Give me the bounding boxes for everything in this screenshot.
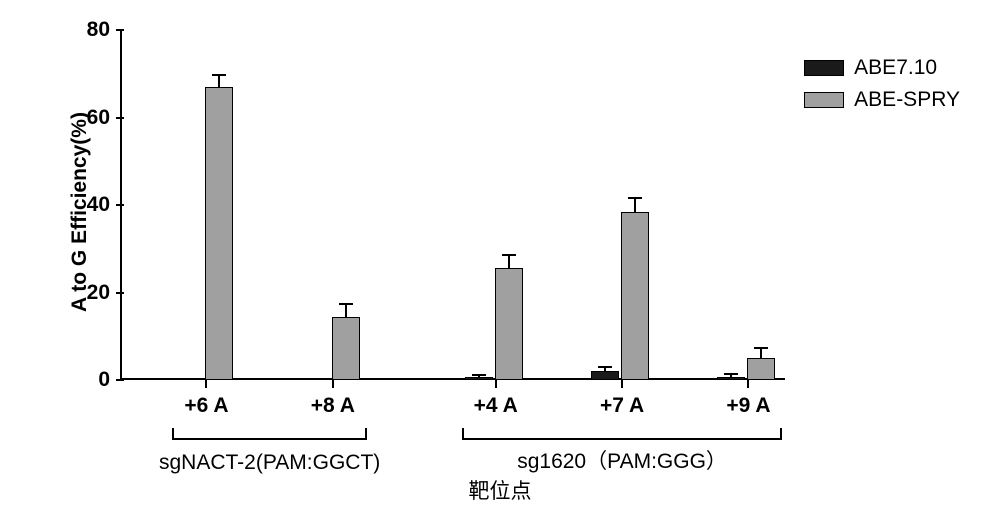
legend-label: ABE7.10 bbox=[854, 56, 937, 80]
y-tick-mark bbox=[116, 379, 124, 381]
y-tick: 60 bbox=[87, 106, 115, 130]
x-tick-mark bbox=[495, 380, 497, 388]
y-tick: 0 bbox=[98, 368, 115, 392]
y-ticks: 020406080 bbox=[80, 30, 115, 380]
x-tick-label: +7 A bbox=[600, 394, 644, 418]
bar-group bbox=[717, 30, 779, 380]
group-label: sg1620（PAM:GGG） bbox=[517, 445, 727, 475]
y-tick-label: 40 bbox=[87, 193, 110, 217]
bar bbox=[205, 87, 233, 380]
bar-group bbox=[591, 30, 653, 380]
error-cap bbox=[472, 374, 486, 376]
legend-item: ABE7.10 bbox=[804, 56, 960, 80]
y-tick-mark bbox=[116, 117, 124, 119]
y-tick-label: 0 bbox=[98, 368, 110, 392]
x-tick-label: +8 A bbox=[311, 394, 355, 418]
error-cap bbox=[724, 373, 738, 375]
x-tick-mark bbox=[332, 380, 334, 388]
error-cap bbox=[754, 347, 768, 349]
bar bbox=[747, 358, 775, 380]
bar bbox=[591, 371, 619, 380]
bar-group bbox=[302, 30, 364, 380]
y-tick-mark bbox=[116, 29, 124, 31]
y-tick: 40 bbox=[87, 193, 115, 217]
y-tick: 80 bbox=[87, 18, 115, 42]
bar-group bbox=[175, 30, 237, 380]
x-tick-label: +9 A bbox=[726, 394, 770, 418]
y-tick-label: 60 bbox=[87, 106, 110, 130]
error-cap bbox=[598, 366, 612, 368]
y-tick-label: 80 bbox=[87, 18, 110, 42]
y-tick-mark bbox=[116, 204, 124, 206]
error-bar bbox=[218, 75, 220, 87]
group-bracket bbox=[172, 428, 366, 440]
error-cap bbox=[212, 74, 226, 76]
legend-label: ABE-SPRY bbox=[854, 88, 960, 112]
chart-container: A to G Efficiency(%) 020406080 +6 A+8 A+… bbox=[60, 20, 990, 440]
bar bbox=[332, 317, 360, 380]
group-label: sgNACT-2(PAM:GGCT) bbox=[159, 451, 380, 475]
error-bar bbox=[345, 304, 347, 316]
x-tick-label: +4 A bbox=[474, 394, 518, 418]
error-bar bbox=[508, 255, 510, 268]
x-tick-mark bbox=[621, 380, 623, 388]
y-tick-label: 20 bbox=[87, 281, 110, 305]
x-tick-mark bbox=[747, 380, 749, 388]
error-cap bbox=[339, 303, 353, 305]
legend: ABE7.10 ABE-SPRY bbox=[804, 56, 960, 120]
legend-item: ABE-SPRY bbox=[804, 88, 960, 112]
bar-group bbox=[465, 30, 527, 380]
legend-swatch-abespry bbox=[804, 92, 844, 108]
bar bbox=[717, 377, 745, 380]
x-tick-mark bbox=[205, 380, 207, 388]
error-cap bbox=[628, 197, 642, 199]
x-tick-label: +6 A bbox=[184, 394, 228, 418]
y-tick-mark bbox=[116, 292, 124, 294]
bar bbox=[465, 377, 493, 380]
error-bar bbox=[634, 198, 636, 211]
plot-area: 020406080 +6 A+8 A+4 A+7 A+9 AsgNACT-2(P… bbox=[120, 30, 785, 380]
legend-swatch-abe710 bbox=[804, 60, 844, 76]
bar bbox=[495, 268, 523, 380]
bar bbox=[621, 212, 649, 380]
x-axis-group-title: 靶位点 bbox=[469, 475, 532, 505]
error-cap bbox=[502, 254, 516, 256]
y-tick: 20 bbox=[87, 281, 115, 305]
group-bracket bbox=[462, 428, 783, 440]
error-bar bbox=[760, 348, 762, 358]
